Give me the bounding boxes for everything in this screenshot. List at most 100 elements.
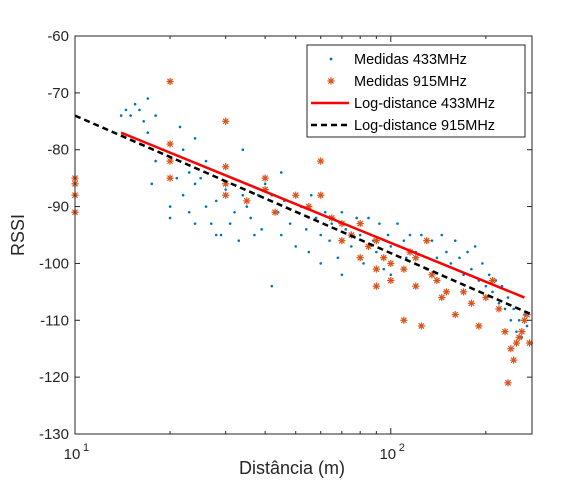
data-point-915 [317,157,324,164]
data-point-433 [375,251,378,254]
data-point-915 [443,288,450,295]
data-point-433 [188,171,191,174]
data-point-433 [194,137,197,140]
data-point-433 [491,291,494,294]
data-point-433 [440,234,443,237]
data-point-433 [310,194,313,197]
data-point-915 [380,254,387,261]
data-point-433 [125,109,128,112]
data-point-915 [166,78,173,85]
data-point-433 [210,222,213,225]
data-point-433 [350,245,353,248]
data-point-433 [154,114,157,117]
data-point-433 [378,222,381,225]
data-point-433 [188,211,191,214]
data-point-433 [182,194,185,197]
data-point-433 [129,114,132,117]
data-point-915 [243,197,250,204]
data-point-433 [242,148,245,151]
x-tick-label: 10 [379,446,396,463]
data-point-433 [355,217,358,220]
data-point-915 [518,328,525,335]
data-point-915 [412,283,419,290]
data-point-433 [142,120,145,123]
data-point-915 [433,277,440,284]
data-point-433 [507,296,510,299]
data-point-433 [215,234,218,237]
legend-asterisk [327,77,334,84]
data-point-433 [271,285,274,288]
data-point-433 [242,194,245,197]
data-point-433 [504,308,507,311]
x-tick-exponent: 1 [83,442,89,454]
data-point-433 [175,177,178,180]
data-point-433 [305,228,308,231]
y-tick-label: -100 [39,255,69,272]
data-point-433 [382,268,385,271]
data-point-433 [280,234,283,237]
data-point-433 [138,109,141,112]
x-tick-label: 10 [64,446,81,463]
data-point-915 [504,379,511,386]
data-point-433 [359,234,362,237]
data-point-915 [357,254,364,261]
y-tick-label: -130 [39,426,69,443]
legend-label-915: Medidas 915MHz [354,74,467,90]
data-point-915 [501,328,508,335]
data-point-433 [169,217,172,220]
data-point-915 [262,175,269,182]
data-point-433 [450,262,453,265]
legend: Medidas 433MHz Medidas 915MHz Log-distan… [307,45,525,137]
data-point-915 [438,294,445,301]
data-point-433 [389,245,392,248]
data-point-433 [205,205,208,208]
data-point-433 [344,228,347,231]
data-point-433 [341,211,344,214]
data-point-915 [222,163,229,170]
data-point-433 [289,222,292,225]
data-point-433 [367,217,370,220]
data-point-915 [475,322,482,329]
legend-asterisk-marker [327,77,334,84]
y-tick-label: -90 [47,199,69,216]
data-point-433 [409,234,412,237]
data-point-915 [317,192,324,199]
legend-label-433-fit: Log-distance 433MHz [354,96,495,112]
data-point-433 [237,239,240,242]
data-point-433 [150,183,153,186]
data-point-433 [319,234,322,237]
data-point-433 [324,211,327,214]
data-point-433 [396,222,399,225]
data-point-915 [387,260,394,267]
y-axis-label: RSSI [8,214,28,256]
data-point-433 [233,211,236,214]
data-point-433 [341,274,344,277]
data-point-915 [222,192,229,199]
data-point-915 [468,300,475,307]
data-point-433 [389,274,392,277]
data-point-915 [338,237,345,244]
data-point-915 [222,118,229,125]
data-point-433 [488,274,491,277]
data-point-433 [319,262,322,265]
legend-dot-marker [330,58,333,61]
data-point-915 [460,288,467,295]
data-point-915 [400,266,407,273]
data-point-433 [362,262,365,265]
data-point-915 [400,317,407,324]
data-point-433 [224,188,227,191]
data-point-915 [357,220,364,227]
data-point-915 [166,140,173,147]
data-point-433 [436,256,439,259]
data-point-433 [445,251,448,254]
data-point-433 [194,222,197,225]
data-point-433 [182,148,185,151]
data-point-433 [328,239,331,242]
data-point-433 [466,251,469,254]
data-point-433 [330,222,333,225]
data-point-915 [507,345,514,352]
data-point-433 [431,239,434,242]
y-tick-label: -110 [40,312,69,329]
data-point-433 [387,234,390,237]
data-point-433 [264,183,267,186]
